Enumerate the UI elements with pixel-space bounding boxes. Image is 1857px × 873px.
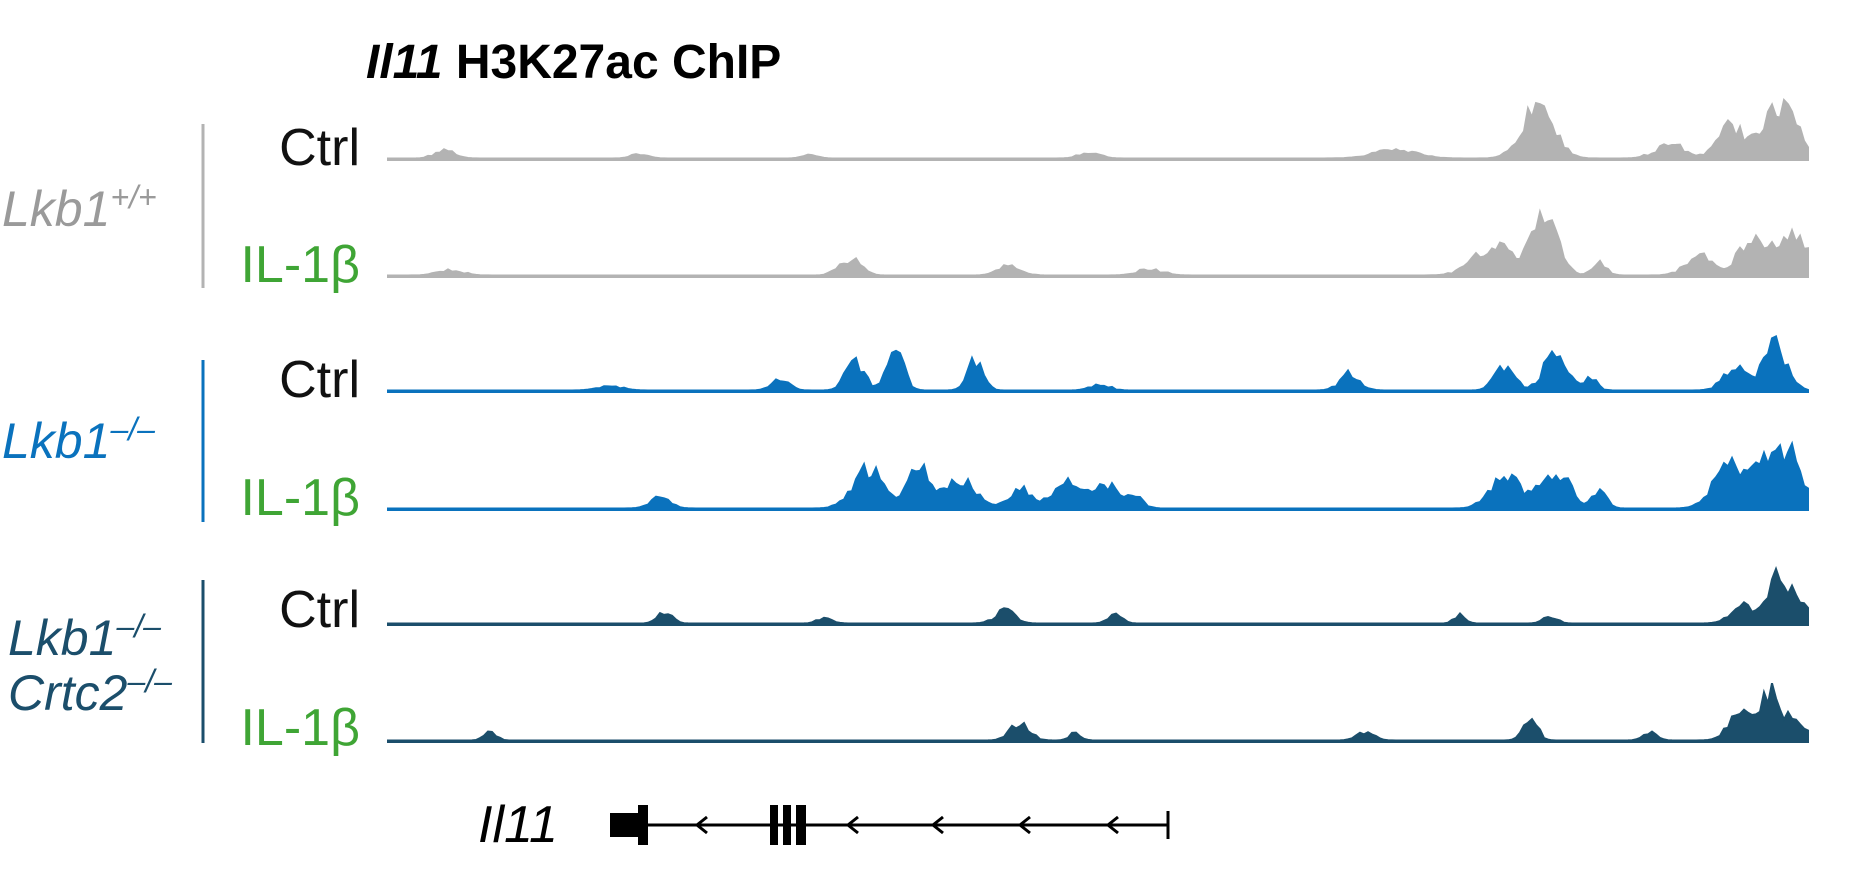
genotype-label-wt: Lkb1+/+ bbox=[2, 179, 157, 237]
gene-exon-utr bbox=[610, 813, 640, 837]
signal-track-dko-il1b bbox=[387, 682, 1809, 743]
gene-exon-1 bbox=[638, 805, 648, 845]
figure-title: Il11 H3K27ac ChIP bbox=[366, 36, 781, 89]
condition-label-dko-ctrl: Ctrl bbox=[279, 581, 360, 639]
condition-label-wt-ctrl: Ctrl bbox=[279, 119, 360, 177]
condition-label-ko-il1b: IL-1β bbox=[240, 469, 360, 527]
gene-exon-2 bbox=[770, 805, 778, 845]
gene-exon-3 bbox=[783, 805, 791, 845]
gene-model-label: Il11 bbox=[478, 796, 558, 854]
genotype-sup: +/+ bbox=[110, 179, 156, 215]
condition-label-wt-il1b: IL-1β bbox=[240, 236, 360, 294]
signal-track-wt-ctrl bbox=[387, 98, 1809, 161]
gene-exon-4 bbox=[796, 805, 806, 845]
title-gene: Il11 bbox=[366, 36, 443, 89]
genotype-label-dko-line1: Lkb1–/– bbox=[8, 608, 161, 666]
genotype-base: Lkb1 bbox=[2, 413, 110, 469]
condition-label-ko-ctrl: Ctrl bbox=[279, 351, 360, 409]
condition-label-dko-il1b: IL-1β bbox=[240, 699, 360, 757]
genotype-label-ko: Lkb1–/– bbox=[2, 411, 155, 469]
genotype-sup: –/– bbox=[115, 608, 161, 644]
strand-arrow bbox=[930, 815, 944, 835]
strand-arrow bbox=[845, 815, 859, 835]
signal-track-wt-il1b bbox=[387, 208, 1809, 278]
genotype-base: Crtc2 bbox=[8, 665, 128, 721]
signal-track-dko-ctrl bbox=[387, 566, 1809, 626]
signal-track-ko-ctrl bbox=[387, 334, 1809, 393]
genotype-base: Lkb1 bbox=[2, 181, 110, 237]
strand-arrow bbox=[694, 815, 708, 835]
title-rest: H3K27ac ChIP bbox=[443, 36, 782, 89]
strand-arrow bbox=[1105, 815, 1119, 835]
strand-arrow bbox=[1017, 815, 1031, 835]
signal-tracks bbox=[387, 98, 1809, 743]
signal-track-ko-il1b bbox=[387, 440, 1809, 511]
genotype-sup: –/– bbox=[126, 663, 172, 699]
gene-model: Il11 bbox=[478, 796, 1170, 854]
genotype-sup: –/– bbox=[109, 411, 155, 447]
genotype-label-dko-line2: Crtc2–/– bbox=[8, 663, 172, 721]
genotype-base: Lkb1 bbox=[8, 610, 116, 666]
